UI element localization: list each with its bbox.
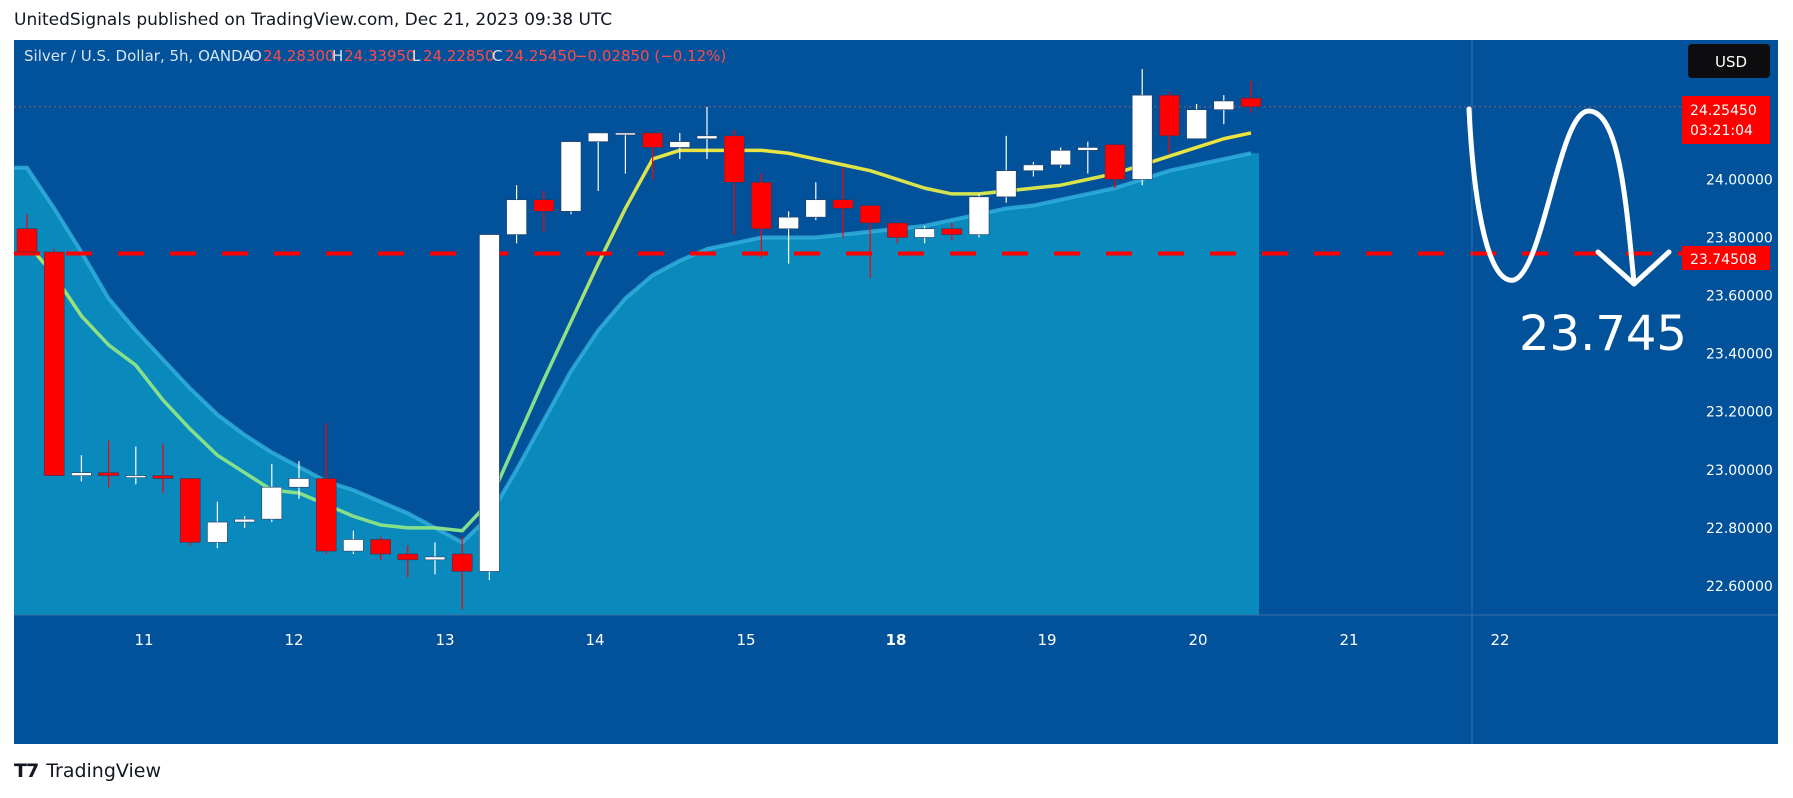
tradingview-brand[interactable]: 𝗧𝟳 TradingView xyxy=(14,760,161,782)
candle-body xyxy=(751,181,772,230)
price-tick-label: 23.60000 xyxy=(1706,289,1773,305)
time-tick-label: 18 xyxy=(886,631,907,649)
candle-body xyxy=(968,196,990,235)
candle-body xyxy=(16,228,38,253)
change-value: −0.02850 (−0.12%) xyxy=(575,47,726,65)
candle-body xyxy=(370,539,391,555)
candle-body xyxy=(1240,97,1262,108)
high-value: 24.33950 xyxy=(344,47,416,65)
time-tick-label: 19 xyxy=(1037,631,1056,649)
time-tick-label: 15 xyxy=(736,631,755,649)
candle-body xyxy=(887,222,908,238)
candle-body xyxy=(98,472,119,476)
open-label: O xyxy=(250,47,262,65)
candle-body xyxy=(1159,94,1180,137)
open-value: 24.28300 xyxy=(263,47,335,65)
candle-body xyxy=(615,132,636,136)
candle-body xyxy=(207,521,228,543)
candle-body xyxy=(234,518,255,523)
brand-name: TradingView xyxy=(46,760,161,782)
low-value: 24.22850 xyxy=(423,47,495,65)
candle-body xyxy=(805,199,827,218)
candle-body xyxy=(1131,94,1153,180)
candle-body xyxy=(343,539,364,552)
level-price-value: 23.74508 xyxy=(1690,252,1757,268)
target-annotation: 23.745 xyxy=(1519,306,1687,362)
candle-body xyxy=(71,472,92,476)
candle-body xyxy=(1077,147,1099,151)
last-price-value: 24.25450 xyxy=(1690,103,1757,119)
candle-body xyxy=(1104,144,1126,180)
time-tick-label: 22 xyxy=(1490,631,1509,649)
candle-body xyxy=(1213,100,1235,110)
candle-body xyxy=(125,475,147,478)
candle-body xyxy=(696,135,718,140)
band-area xyxy=(14,153,1259,615)
candle-body xyxy=(723,135,745,183)
candle-body xyxy=(859,205,881,224)
price-tick-label: 23.40000 xyxy=(1706,347,1773,363)
close-label: C xyxy=(492,47,502,65)
candle-body xyxy=(424,556,446,561)
forecast-arrow-head xyxy=(1595,249,1672,287)
published-caption: UnitedSignals published on TradingView.c… xyxy=(14,10,613,30)
candle-body xyxy=(315,478,337,552)
close-value: 24.25450 xyxy=(505,47,577,65)
price-tick-label: 22.80000 xyxy=(1706,521,1773,537)
candle-body xyxy=(479,234,500,572)
forecast-arrow xyxy=(1466,106,1637,286)
candle-body xyxy=(941,228,963,235)
candle-body xyxy=(533,199,555,212)
currency-button[interactable] xyxy=(1688,44,1770,78)
time-tick-label: 20 xyxy=(1188,631,1207,649)
candle-body xyxy=(43,251,65,476)
candle-body xyxy=(995,170,1017,198)
candle-body xyxy=(832,199,854,209)
time-tick-label: 13 xyxy=(435,631,454,649)
ema-line xyxy=(25,131,1252,533)
time-tick-label: 11 xyxy=(134,631,153,649)
candle-body xyxy=(669,141,691,148)
candle-body xyxy=(778,216,799,230)
time-tick-label: 14 xyxy=(585,631,604,649)
candle-body xyxy=(261,486,283,520)
tradingview-logo-icon: 𝗧𝟳 xyxy=(14,760,39,782)
band-upper-line xyxy=(14,151,1252,545)
price-chart[interactable]: Silver / U.S. Dollar, 5h, OANDA O 24.283… xyxy=(14,40,1778,744)
candle-body xyxy=(1186,109,1207,140)
candle-body xyxy=(506,199,527,235)
low-label: L xyxy=(412,47,421,65)
price-tick-label: 24.00000 xyxy=(1706,172,1773,188)
symbol-title: Silver / U.S. Dollar, 5h, OANDA xyxy=(24,47,253,65)
time-tick-label: 21 xyxy=(1339,631,1358,649)
price-tick-label: 23.80000 xyxy=(1706,230,1773,246)
currency-label: USD xyxy=(1715,53,1747,71)
price-tick-label: 23.00000 xyxy=(1706,463,1773,479)
candle-body xyxy=(560,141,582,212)
time-tick-label: 12 xyxy=(284,631,303,649)
candle-body xyxy=(451,553,473,572)
last-price-tag xyxy=(1682,96,1770,144)
price-tick-label: 22.60000 xyxy=(1706,579,1773,595)
candle-body xyxy=(587,132,609,142)
level-price-tag xyxy=(1682,246,1770,270)
bar-countdown: 03:21:04 xyxy=(1690,123,1753,139)
candle-body xyxy=(288,478,310,488)
candle-body xyxy=(397,553,419,561)
candle-body xyxy=(179,478,201,543)
high-label: H xyxy=(332,47,343,65)
candle-body xyxy=(642,132,663,148)
candle-body xyxy=(152,475,174,479)
candle-body xyxy=(914,228,935,238)
candle-body xyxy=(1050,150,1071,166)
candle-body xyxy=(1023,164,1044,171)
price-tick-label: 23.20000 xyxy=(1706,405,1773,421)
